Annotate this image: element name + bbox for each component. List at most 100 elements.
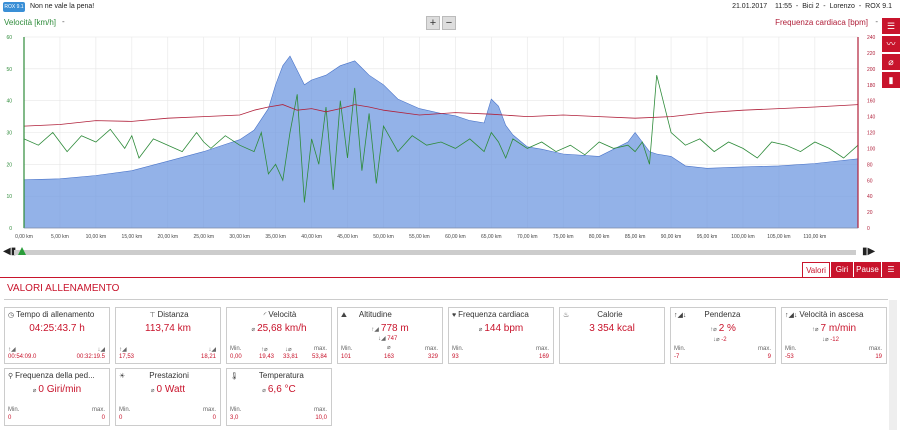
list-view-button[interactable]: ☰: [882, 18, 900, 34]
down-avg-icon: ↓⌀: [713, 337, 722, 343]
training-chart[interactable]: 0 10 20 30 40 50 60 0 20 40 60 80 100 120 140 160 180 200…: [0, 30, 880, 245]
card-value: ↑⌀ 7 m/min: [811, 323, 857, 334]
speedometer-icon: ◜: [263, 312, 267, 319]
chevron-left-icon[interactable]: ◀▮: [3, 246, 17, 257]
line-chart-button[interactable]: 〰: [882, 36, 900, 52]
min-label: Min.: [230, 407, 242, 413]
date: 21.01.2017: [732, 3, 768, 10]
x-tick-label: 75,00 km: [553, 234, 574, 240]
card-title: ☀ Prestazioni: [119, 371, 189, 380]
x-tick-label: 10,00 km: [86, 234, 107, 240]
zoom-out-button[interactable]: −: [442, 16, 456, 30]
card-speed: ◜ Velocità ⌀ 25,68 km/h ↑⌀ ↓⌀ Min. max. 0,…: [226, 307, 332, 364]
zoom-in-button[interactable]: +: [426, 16, 440, 30]
card-title: ♥ Frequenza cardiaca: [452, 310, 529, 319]
min-label: Min.: [674, 346, 686, 352]
card-max: 18,21: [200, 354, 216, 360]
card-max: 10,0: [315, 415, 327, 421]
distance-icon: ⊤: [149, 312, 156, 319]
card-max: 19: [875, 354, 882, 360]
card-title: ↑◢↓ Velocità in ascesa: [785, 310, 864, 319]
card-min: 0,00: [230, 354, 242, 360]
min-label: Min.: [230, 346, 242, 352]
vertical-scrollbar[interactable]: [889, 300, 897, 430]
min-icon: ↑◢: [119, 347, 127, 353]
tab-valori[interactable]: Valori: [802, 262, 830, 278]
left-tick-label: 0: [9, 226, 12, 232]
line-chart-icon: 〰: [886, 39, 896, 49]
min-label: Min.: [341, 346, 353, 352]
min-icon: ↑◢: [8, 347, 16, 353]
bar-chart-button[interactable]: ▮: [882, 72, 900, 88]
max-label: max.: [313, 346, 327, 352]
card-value: ⌀ 144 bpm: [478, 323, 524, 334]
x-tick-label: 30,00 km: [229, 234, 250, 240]
card-min: -7: [674, 354, 680, 360]
right-tick-label: 200: [867, 67, 876, 73]
time: 11:55: [774, 3, 792, 10]
left-tick-label: 40: [6, 99, 12, 105]
card-altitude: ⛰ Altitudine ↑◢ 778 m ↓◢ 747 ⌀ Min. max. 1…: [337, 307, 443, 364]
right-tick-label: 180: [867, 83, 876, 89]
training-meta: 21.01.2017 11:55 - Bici 2 - Lorenzo - RO…: [730, 0, 892, 14]
chart-scroller[interactable]: ◀▮ ▮▶: [0, 245, 900, 259]
card-up-avg: 19,43: [259, 354, 275, 360]
max-label: max.: [424, 346, 438, 352]
heart-rate-series-dropdown[interactable]: -: [875, 17, 878, 26]
bar-chart-icon: ▮: [888, 75, 894, 85]
card-max: 9: [767, 354, 771, 360]
card-min: 17,53: [119, 354, 135, 360]
pedal-icon: ⚲: [8, 373, 14, 380]
card-min: 00:54:09.0: [8, 354, 37, 360]
list-icon: ☰: [887, 265, 895, 274]
power-icon: ☀: [119, 373, 126, 380]
left-tick-label: 60: [6, 35, 12, 41]
flame-icon: ♨: [563, 312, 570, 319]
x-tick-label: 95,00 km: [697, 234, 718, 240]
scroll-track[interactable]: [14, 250, 856, 255]
max-icon: ↓◢: [208, 347, 216, 353]
x-tick-label: 70,00 km: [517, 234, 538, 240]
average-button[interactable]: ⌀: [882, 54, 900, 70]
card-descent: ↓◢ 747: [378, 336, 398, 342]
card-avg: 163: [384, 354, 395, 360]
left-tick-label: 10: [6, 194, 12, 200]
chevron-right-icon[interactable]: ▮▶: [862, 246, 876, 257]
x-tick-label: 60,00 km: [445, 234, 466, 240]
tab-pause[interactable]: Pause: [854, 262, 881, 278]
card-title: ⊤ Distanza: [149, 310, 189, 319]
max-label: max.: [868, 346, 882, 352]
tab-list[interactable]: ☰: [882, 262, 900, 278]
slope-icon: ↑◢↓: [674, 312, 687, 319]
right-tick-label: 20: [867, 210, 873, 216]
x-tick-label: 110,00 km: [803, 234, 826, 240]
heart-icon: ♥: [452, 312, 457, 319]
heart-rate-layer: [23, 104, 859, 127]
clock-icon: ◷: [8, 312, 15, 319]
card-value: ↑◢ 778 m: [371, 323, 409, 334]
right-tick-label: 100: [867, 146, 876, 152]
down-avg-icon: ↓⌀: [822, 337, 831, 343]
right-tick-label: 0: [867, 226, 870, 232]
min-label: Min.: [119, 407, 131, 413]
mountain-icon: ⛰: [341, 312, 347, 319]
speed-series-dropdown[interactable]: -: [62, 17, 65, 26]
scroll-handle[interactable]: [18, 247, 26, 255]
x-tick-label: 85,00 km: [625, 234, 646, 240]
tab-giri[interactable]: Giri: [831, 262, 853, 278]
card-title: ⚲ Frequenza della ped...: [8, 371, 95, 380]
training-title: Non ne vale la pena!: [30, 3, 95, 10]
max-label: max.: [91, 407, 105, 413]
right-tick-label: 40: [867, 194, 873, 200]
right-tick-label: 140: [867, 115, 876, 121]
card-title: ◷ Tempo di allenamento: [8, 310, 95, 319]
card-value: 04:25:43.7 h: [29, 323, 85, 334]
card-value: 3 354 kcal: [589, 323, 635, 334]
slope-icon: ↑◢↓: [785, 312, 798, 319]
max-label: max.: [535, 346, 549, 352]
card-cadence: ⚲ Frequenza della ped... ⌀ 0 Giri/min Min.…: [4, 368, 110, 426]
card-min: 3,0: [230, 415, 239, 421]
right-tick-label: 60: [867, 178, 873, 184]
card-distance: ⊤ Distanza 113,74 km ↑◢ ↓◢ 17,53 18,21: [115, 307, 221, 364]
